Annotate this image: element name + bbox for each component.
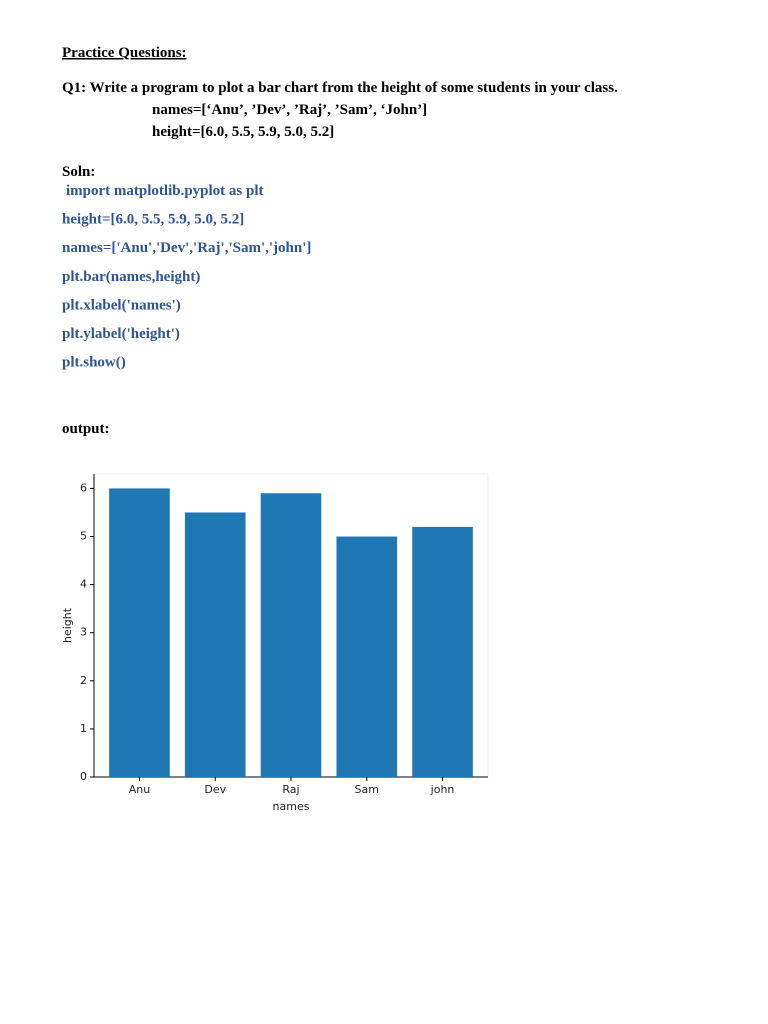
bar (336, 536, 398, 777)
code-line: plt.show() (62, 355, 126, 371)
code-line: height=[6.0, 5.5, 5.9, 5.0, 5.2] (62, 212, 244, 228)
code-line: names=['Anu','Dev','Raj','Sam','john'] (62, 240, 311, 256)
x-tick-label: Sam (355, 783, 379, 796)
code-line: plt.bar(names,height) (62, 269, 200, 285)
soln-label: Soln: (62, 164, 95, 180)
y-axis-label: height (61, 607, 74, 643)
x-axis-label: names (273, 800, 310, 813)
bar (412, 526, 473, 777)
code-line: plt.ylabel('height') (62, 326, 180, 342)
bar (109, 488, 170, 777)
bar (260, 493, 322, 777)
x-tick-label: Anu (129, 783, 150, 796)
y-tick-label: 5 (80, 530, 87, 543)
y-tick-label: 2 (80, 674, 87, 687)
code-line: plt.xlabel('names') (62, 297, 181, 313)
x-tick-label: Dev (204, 783, 226, 796)
x-tick-label: Raj (282, 783, 299, 796)
output-label: output: (62, 421, 110, 437)
y-tick-label: 0 (80, 770, 87, 783)
code-line: import matplotlib.pyplot as plt (66, 183, 264, 199)
y-tick-label: 3 (80, 626, 87, 639)
heading: Practice Questions: (62, 45, 187, 61)
bar (184, 512, 246, 777)
question-line: names=[‘Anu’, ’Dev’, ’Raj’, ’Sam’, ‘John… (152, 102, 427, 118)
x-tick-label: john (430, 783, 455, 796)
y-tick-label: 6 (80, 481, 87, 494)
y-tick-label: 1 (80, 722, 87, 735)
question-line: height=[6.0, 5.5, 5.9, 5.0, 5.2] (152, 124, 334, 140)
question: Q1: Write a program to plot a bar chart … (62, 80, 618, 96)
y-tick-label: 4 (80, 578, 87, 591)
